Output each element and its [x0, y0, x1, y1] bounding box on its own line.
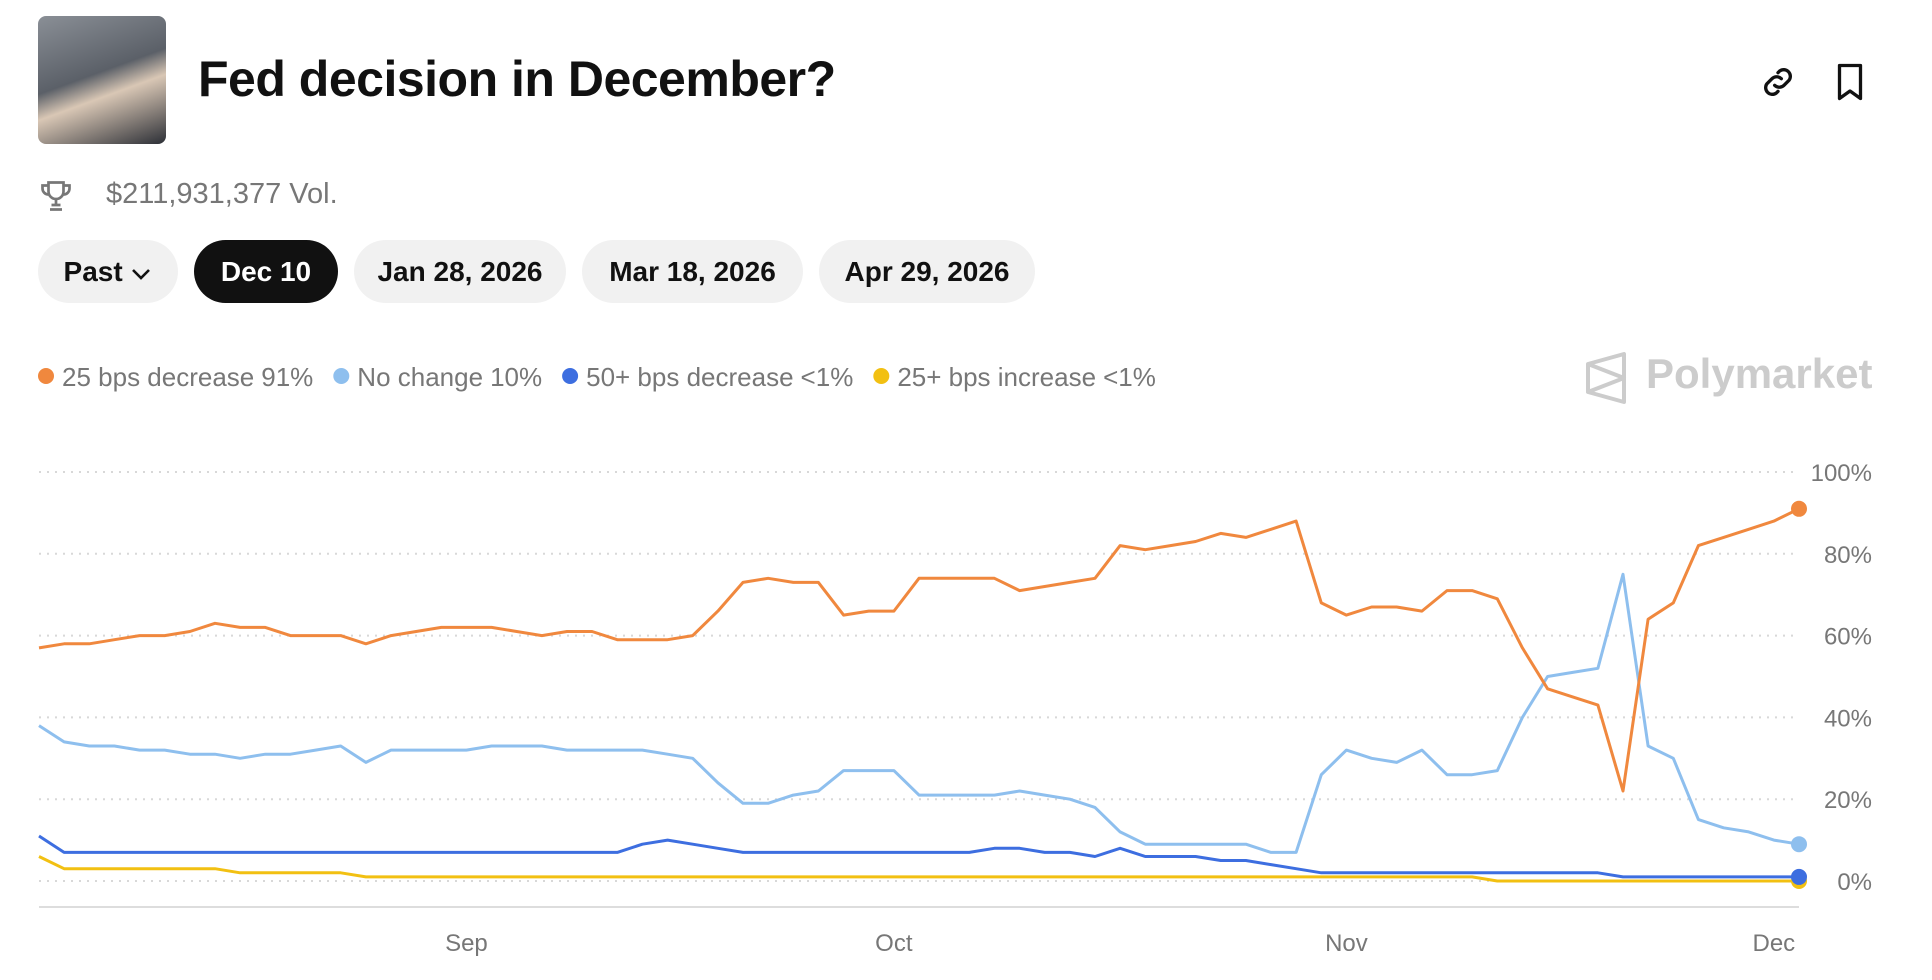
x-tick-label: Nov	[1325, 930, 1368, 957]
button-label: Past	[63, 256, 123, 287]
trophy-icon	[41, 181, 71, 211]
x-tick-label: Dec	[1753, 930, 1796, 957]
legend-name: 25+ bps increase	[897, 362, 1096, 392]
y-tick-label: 40%	[1824, 705, 1872, 732]
legend-dot	[873, 368, 890, 384]
link-icon[interactable]	[1758, 62, 1798, 102]
series-line	[38, 855, 1799, 883]
date-tab[interactable]: Jan 28, 2026	[354, 240, 566, 303]
past-dropdown[interactable]: Past	[38, 240, 178, 303]
y-tick-label: 20%	[1824, 787, 1872, 814]
volume: $211,931,377 Vol.	[106, 178, 338, 210]
market-title: Fed decision in December?	[198, 51, 836, 107]
y-tick-label: 100%	[1811, 460, 1872, 487]
series-line	[38, 572, 1800, 854]
legend-dot	[562, 368, 579, 384]
series-line	[38, 507, 1800, 793]
y-tick-label: 0%	[1837, 869, 1872, 896]
legend-value: 10%	[490, 362, 542, 392]
end-dot	[1791, 836, 1807, 853]
brand-name: Polymarket	[1646, 350, 1872, 397]
legend-value: <1%	[801, 362, 854, 392]
legend-name: 50+ bps decrease	[586, 362, 793, 392]
brand-logo	[1586, 352, 1626, 404]
market-image	[38, 16, 166, 144]
x-tick-label: Oct	[875, 930, 913, 957]
date-tab[interactable]: Dec 10	[194, 240, 338, 303]
y-tick-label: 60%	[1824, 624, 1872, 651]
date-tab[interactable]: Apr 29, 2026	[819, 240, 1035, 303]
date-tab[interactable]: Mar 18, 2026	[582, 240, 803, 303]
chart: Polymarket 25 bps decrease 91% No change 10…	[38, 350, 1872, 957]
x-tick-label: Sep	[445, 930, 488, 957]
bookmark-icon[interactable]	[1832, 62, 1868, 102]
legend-name: 25 bps decrease	[62, 362, 254, 392]
legend-value: 91%	[261, 362, 313, 392]
series-line	[38, 834, 1799, 879]
chevron	[132, 269, 151, 280]
legend-dot	[38, 368, 54, 384]
legend-value: <1%	[1103, 362, 1156, 392]
end-dot	[1791, 500, 1807, 517]
y-tick-label: 80%	[1824, 542, 1872, 569]
legend-name: No change	[357, 362, 483, 392]
end-dot	[1791, 868, 1807, 885]
legend-dot	[333, 368, 350, 384]
